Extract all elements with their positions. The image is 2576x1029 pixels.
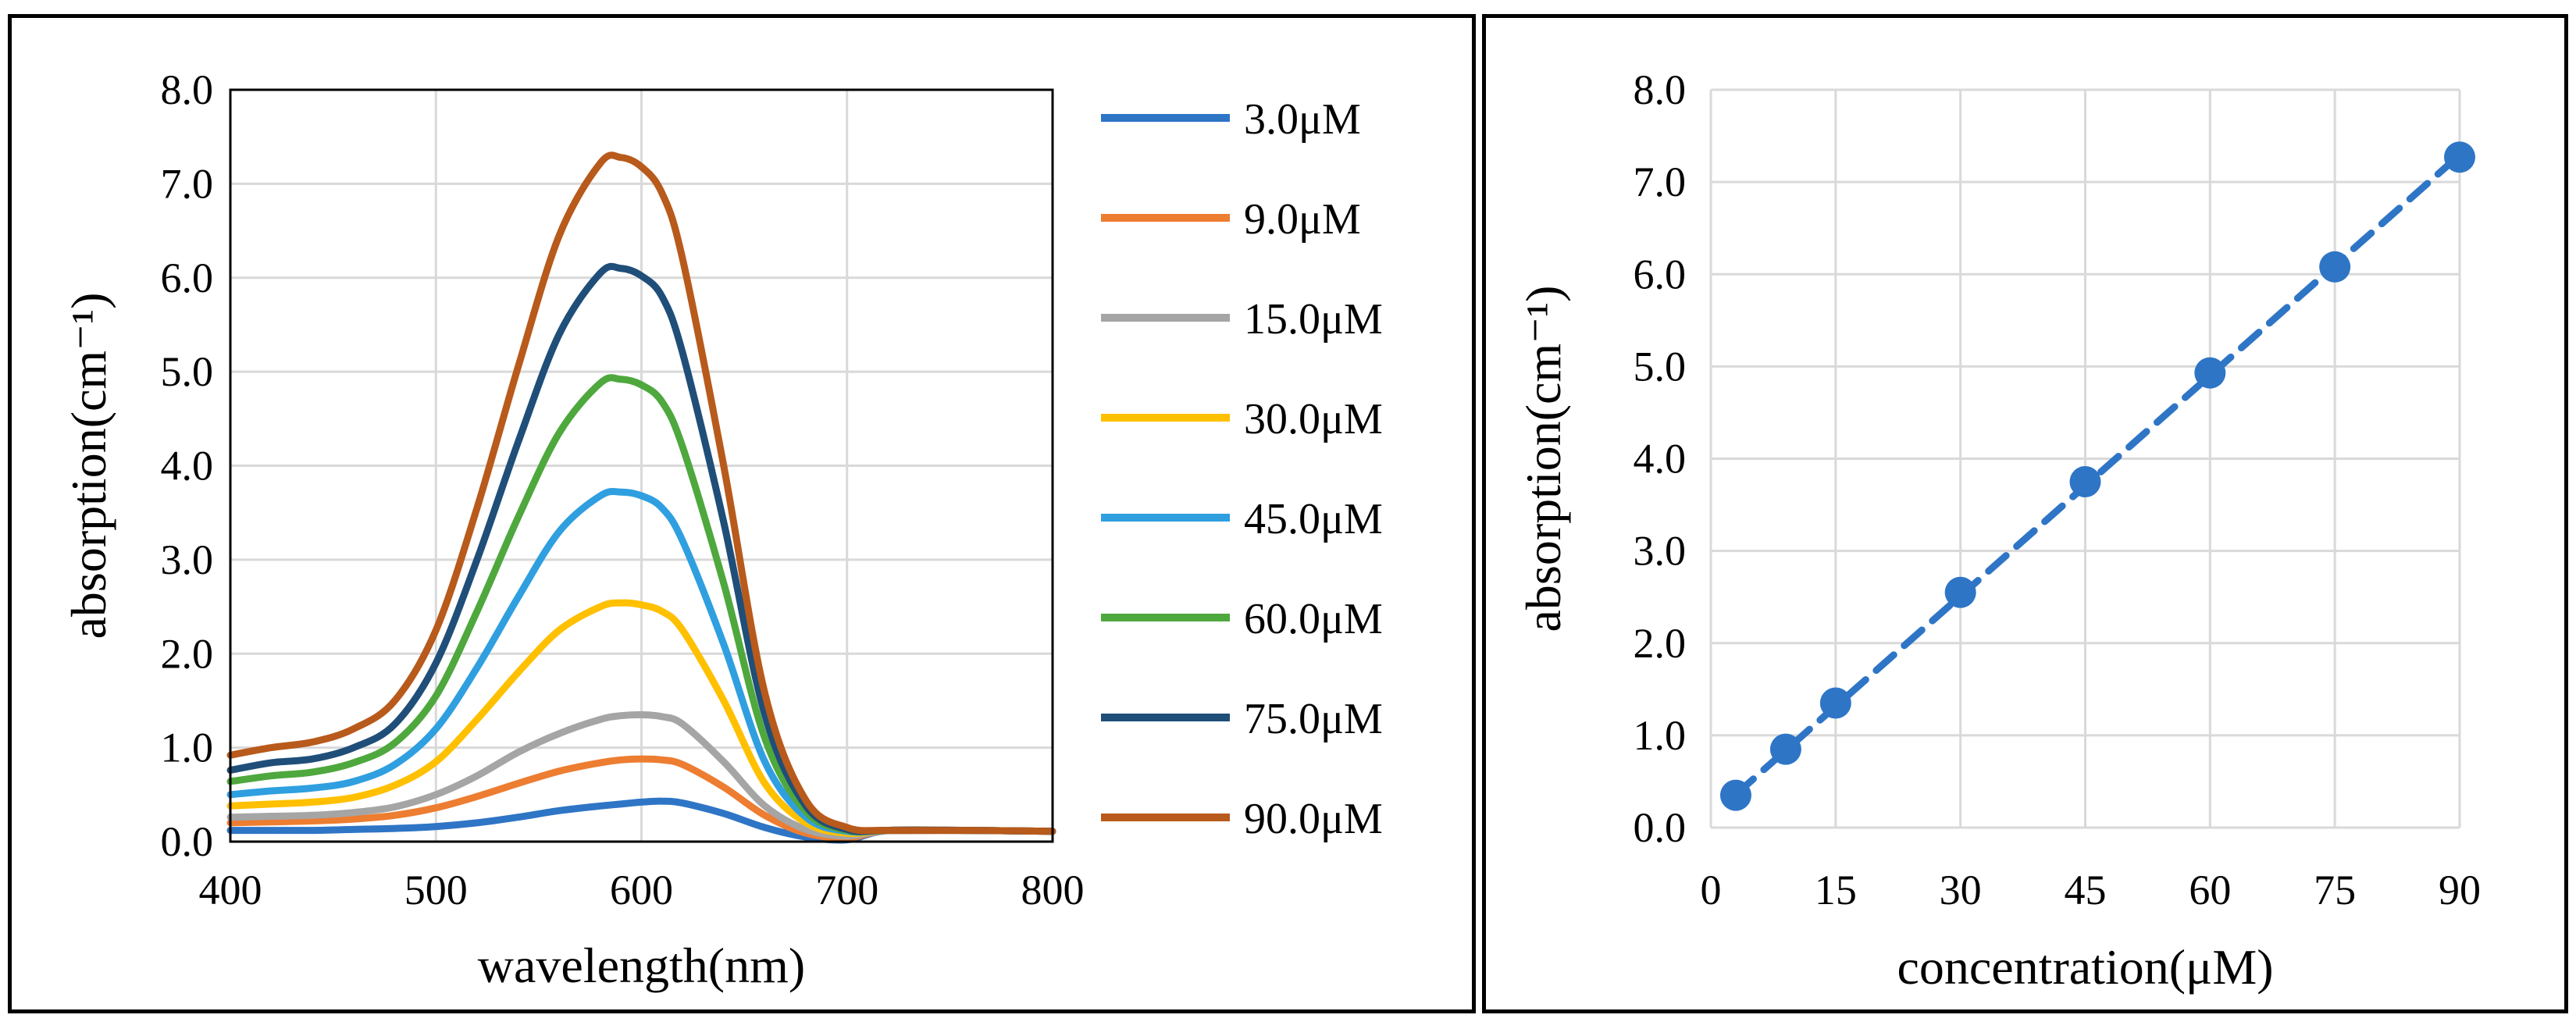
calibration-chart: 0.0 1.0 2.0 3.0 4.0 5.0 6.0 7.0 8.0 0 15 30 45 60 75 9… — [1516, 66, 2482, 995]
spectrum-x-tick-label: 700 — [815, 867, 878, 913]
calibration-points — [1719, 141, 2475, 811]
calibration-point-7 — [2444, 141, 2475, 173]
calibration-x-tick-labels: 0 15 30 45 60 75 90 — [1701, 867, 2482, 913]
calibration-point-5 — [2194, 357, 2226, 389]
calibration-x-tick-label: 60 — [2189, 867, 2231, 913]
calibration-y-tick-label: 4.0 — [1634, 436, 1687, 482]
calibration-point-1 — [1769, 733, 1801, 765]
spectrum-x-axis-label: wavelength(nm) — [478, 938, 805, 993]
calibration-y-tick-label: 8.0 — [1634, 66, 1687, 113]
legend-label-3: 30.0μM — [1244, 395, 1383, 443]
calibration-y-tick-label: 0.0 — [1634, 804, 1687, 851]
calibration-y-tick-label: 3.0 — [1634, 528, 1687, 575]
spectrum-y-axis-label: absorption(cm⁻¹) — [61, 293, 116, 639]
spectrum-panel: 0.0 1.0 2.0 3.0 4.0 5.0 6.0 7.0 8.0 400 500 600 700… — [8, 14, 1476, 1013]
calibration-x-axis-label: concentration(μM) — [1897, 939, 2273, 995]
calibration-y-tick-labels: 0.0 1.0 2.0 3.0 4.0 5.0 6.0 7.0 8.0 — [1634, 66, 1687, 851]
calibration-y-axis-label: absorption(cm⁻¹) — [1516, 286, 1571, 632]
spectrum-y-tick-label: 0.0 — [161, 818, 214, 865]
calibration-point-4 — [2069, 466, 2101, 498]
calibration-y-tick-label: 1.0 — [1634, 712, 1687, 759]
spectrum-legend: 3.0μM 9.0μM 15.0μM 30.0μM 45.0μM 60.0μM 75.0μM… — [1101, 95, 1383, 843]
calibration-x-tick-label: 75 — [2314, 867, 2356, 913]
spectrum-y-tick-label: 6.0 — [161, 255, 214, 301]
calibration-grid — [1709, 88, 2461, 829]
spectrum-y-tick-label: 3.0 — [161, 536, 214, 583]
spectrum-x-tick-label: 800 — [1021, 867, 1085, 913]
legend-label-6: 75.0μM — [1244, 695, 1383, 743]
legend-label-2: 15.0μM — [1244, 295, 1383, 344]
spectrum-chart: 0.0 1.0 2.0 3.0 4.0 5.0 6.0 7.0 8.0 400 500 600 700… — [61, 66, 1383, 993]
spectrum-x-tick-label: 500 — [404, 867, 468, 913]
spectrum-plot-frame — [229, 88, 1054, 843]
calibration-y-tick-label: 5.0 — [1634, 343, 1687, 390]
calibration-point-3 — [1944, 576, 1976, 608]
calibration-x-tick-label: 15 — [1815, 867, 1857, 913]
calibration-y-tick-label: 2.0 — [1634, 620, 1687, 667]
calibration-point-2 — [1819, 687, 1851, 719]
legend-label-4: 45.0μM — [1244, 495, 1383, 543]
calibration-panel: 0.0 1.0 2.0 3.0 4.0 5.0 6.0 7.0 8.0 0 15 30 45 60 75 9… — [1482, 14, 2568, 1013]
spectrum-y-tick-label: 1.0 — [161, 725, 214, 771]
spectrum-y-tick-label: 7.0 — [161, 160, 214, 207]
spectrum-x-tick-labels: 400 500 600 700 800 — [199, 867, 1085, 913]
calibration-point-6 — [2319, 251, 2351, 283]
spectrum-y-tick-label: 5.0 — [161, 348, 214, 395]
calibration-x-tick-label: 0 — [1701, 867, 1722, 913]
calibration-y-tick-label: 6.0 — [1634, 251, 1687, 297]
calibration-x-tick-label: 90 — [2439, 867, 2481, 913]
spectrum-x-tick-label: 400 — [199, 867, 262, 913]
legend-label-5: 60.0μM — [1244, 595, 1383, 643]
legend-label-1: 9.0μM — [1244, 195, 1361, 244]
legend-label-0: 3.0μM — [1244, 95, 1361, 144]
spectrum-y-tick-label: 4.0 — [161, 443, 214, 490]
spectrum-y-tick-label: 8.0 — [161, 66, 214, 113]
calibration-x-tick-label: 45 — [2065, 867, 2107, 913]
calibration-x-tick-label: 30 — [1940, 867, 1982, 913]
calibration-y-tick-label: 7.0 — [1634, 158, 1687, 205]
spectrum-x-tick-label: 600 — [610, 867, 673, 913]
legend-label-7: 90.0μM — [1244, 795, 1383, 843]
spectrum-y-tick-label: 2.0 — [161, 630, 214, 677]
spectrum-series-line-7 — [226, 151, 1056, 835]
calibration-point-0 — [1719, 779, 1751, 811]
spectrum-y-tick-labels: 0.0 1.0 2.0 3.0 4.0 5.0 6.0 7.0 8.0 — [161, 66, 214, 865]
spectrum-series — [226, 151, 1056, 844]
